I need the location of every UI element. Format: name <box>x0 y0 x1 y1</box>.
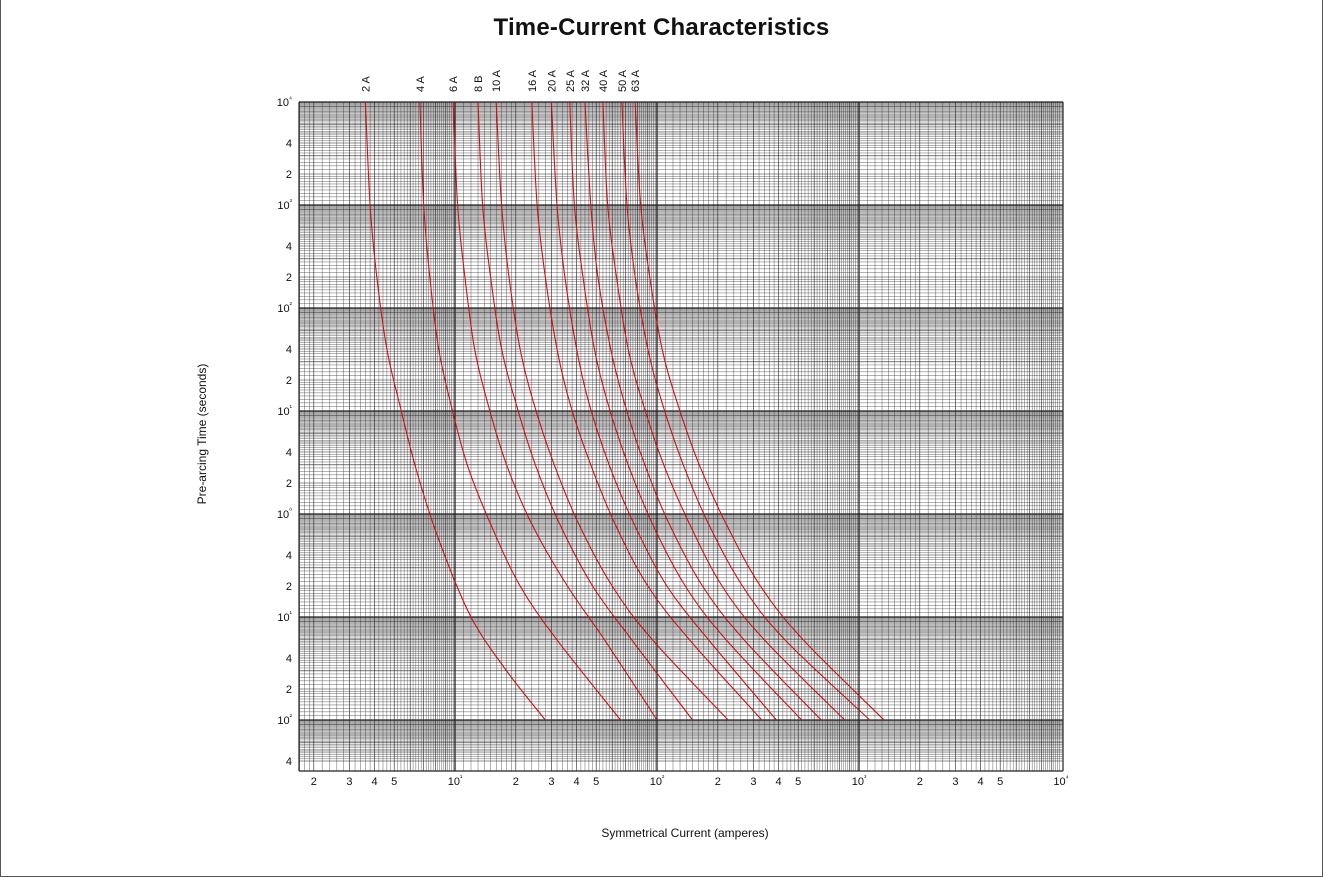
y-tick-label: 4 <box>286 653 292 665</box>
y-tick-label: 4 <box>286 138 292 150</box>
series-label: 8 B <box>473 75 485 92</box>
curve-40-a <box>602 101 846 721</box>
y-tick-label: 10⁰ <box>277 507 292 521</box>
curve-8-b <box>477 101 694 721</box>
x-tick-label: 3 <box>952 776 958 788</box>
x-tick-label: 3 <box>750 776 756 788</box>
x-tick-label: 5 <box>593 776 599 788</box>
curve-6-a <box>452 101 658 721</box>
series-label: 63 A <box>630 69 642 92</box>
y-tick-label: 2 <box>286 684 292 696</box>
x-tick-label: 4 <box>574 776 580 788</box>
x-tick-label: 3 <box>346 776 352 788</box>
curve-16-a <box>531 101 763 721</box>
y-tick-label: 2 <box>286 169 292 181</box>
x-tick-label: 2 <box>917 776 923 788</box>
series-label: 10 A <box>491 69 503 92</box>
x-tick-label: 4 <box>372 776 378 788</box>
curve-4-a <box>419 101 621 721</box>
y-tick-label: 2 <box>286 272 292 284</box>
y-tick-label: 4 <box>286 447 292 459</box>
series-label: 25 A <box>565 69 577 92</box>
y-tick-label: 10² <box>277 302 292 315</box>
series-label: 4 A <box>415 75 427 92</box>
x-tick-label: 10² <box>650 775 665 788</box>
series-label: 20 A <box>546 69 558 92</box>
curve-25-a <box>569 101 803 721</box>
curve-20-a <box>550 101 777 721</box>
chart-title: Time-Current Characteristics <box>493 14 830 41</box>
x-tick-label: 10³ <box>852 775 867 788</box>
series-label: 2 A <box>360 75 372 92</box>
x-tick-label: 4 <box>978 776 984 788</box>
x-tick-label: 5 <box>997 776 1003 788</box>
x-tick-label: 10⁴ <box>1053 775 1068 788</box>
y-tick-label: 2 <box>286 478 292 490</box>
y-tick-label: 4 <box>286 344 292 356</box>
x-tick-label: 2 <box>311 776 317 788</box>
series-label: 32 A <box>580 69 592 92</box>
y-tick-label: 4 <box>286 550 292 562</box>
x-tick-label: 3 <box>548 776 554 788</box>
y-tick-label: 10² <box>277 714 292 727</box>
y-tick-label: 10¹ <box>277 611 292 624</box>
curve-50-a <box>621 101 871 721</box>
curve-32-a <box>584 101 822 721</box>
curve-10-a <box>495 101 729 721</box>
y-tick-label: 4 <box>286 241 292 253</box>
series-label: 16 A <box>527 69 539 92</box>
x-axis-label: Symmetrical Current (amperes) <box>601 826 769 840</box>
y-tick-label: 10¹ <box>277 405 292 418</box>
y-tick-label: 10⁴ <box>277 96 292 109</box>
x-tick-label: 4 <box>776 776 782 788</box>
series-label: 6 A <box>448 75 460 92</box>
y-tick-label: 4 <box>286 756 292 768</box>
x-tick-label: 5 <box>795 776 801 788</box>
y-tick-label: 2 <box>286 581 292 593</box>
curve-63-a <box>634 101 885 721</box>
curve-2-a <box>364 101 546 721</box>
y-tick-label: 2 <box>286 375 292 387</box>
x-tick-label: 5 <box>391 776 397 788</box>
x-tick-label: 10¹ <box>448 775 463 788</box>
x-tick-label: 2 <box>513 776 519 788</box>
series-label: 40 A <box>598 69 610 92</box>
series-label: 50 A <box>617 69 629 92</box>
y-tick-label: 10³ <box>277 199 292 212</box>
x-tick-label: 2 <box>715 776 721 788</box>
